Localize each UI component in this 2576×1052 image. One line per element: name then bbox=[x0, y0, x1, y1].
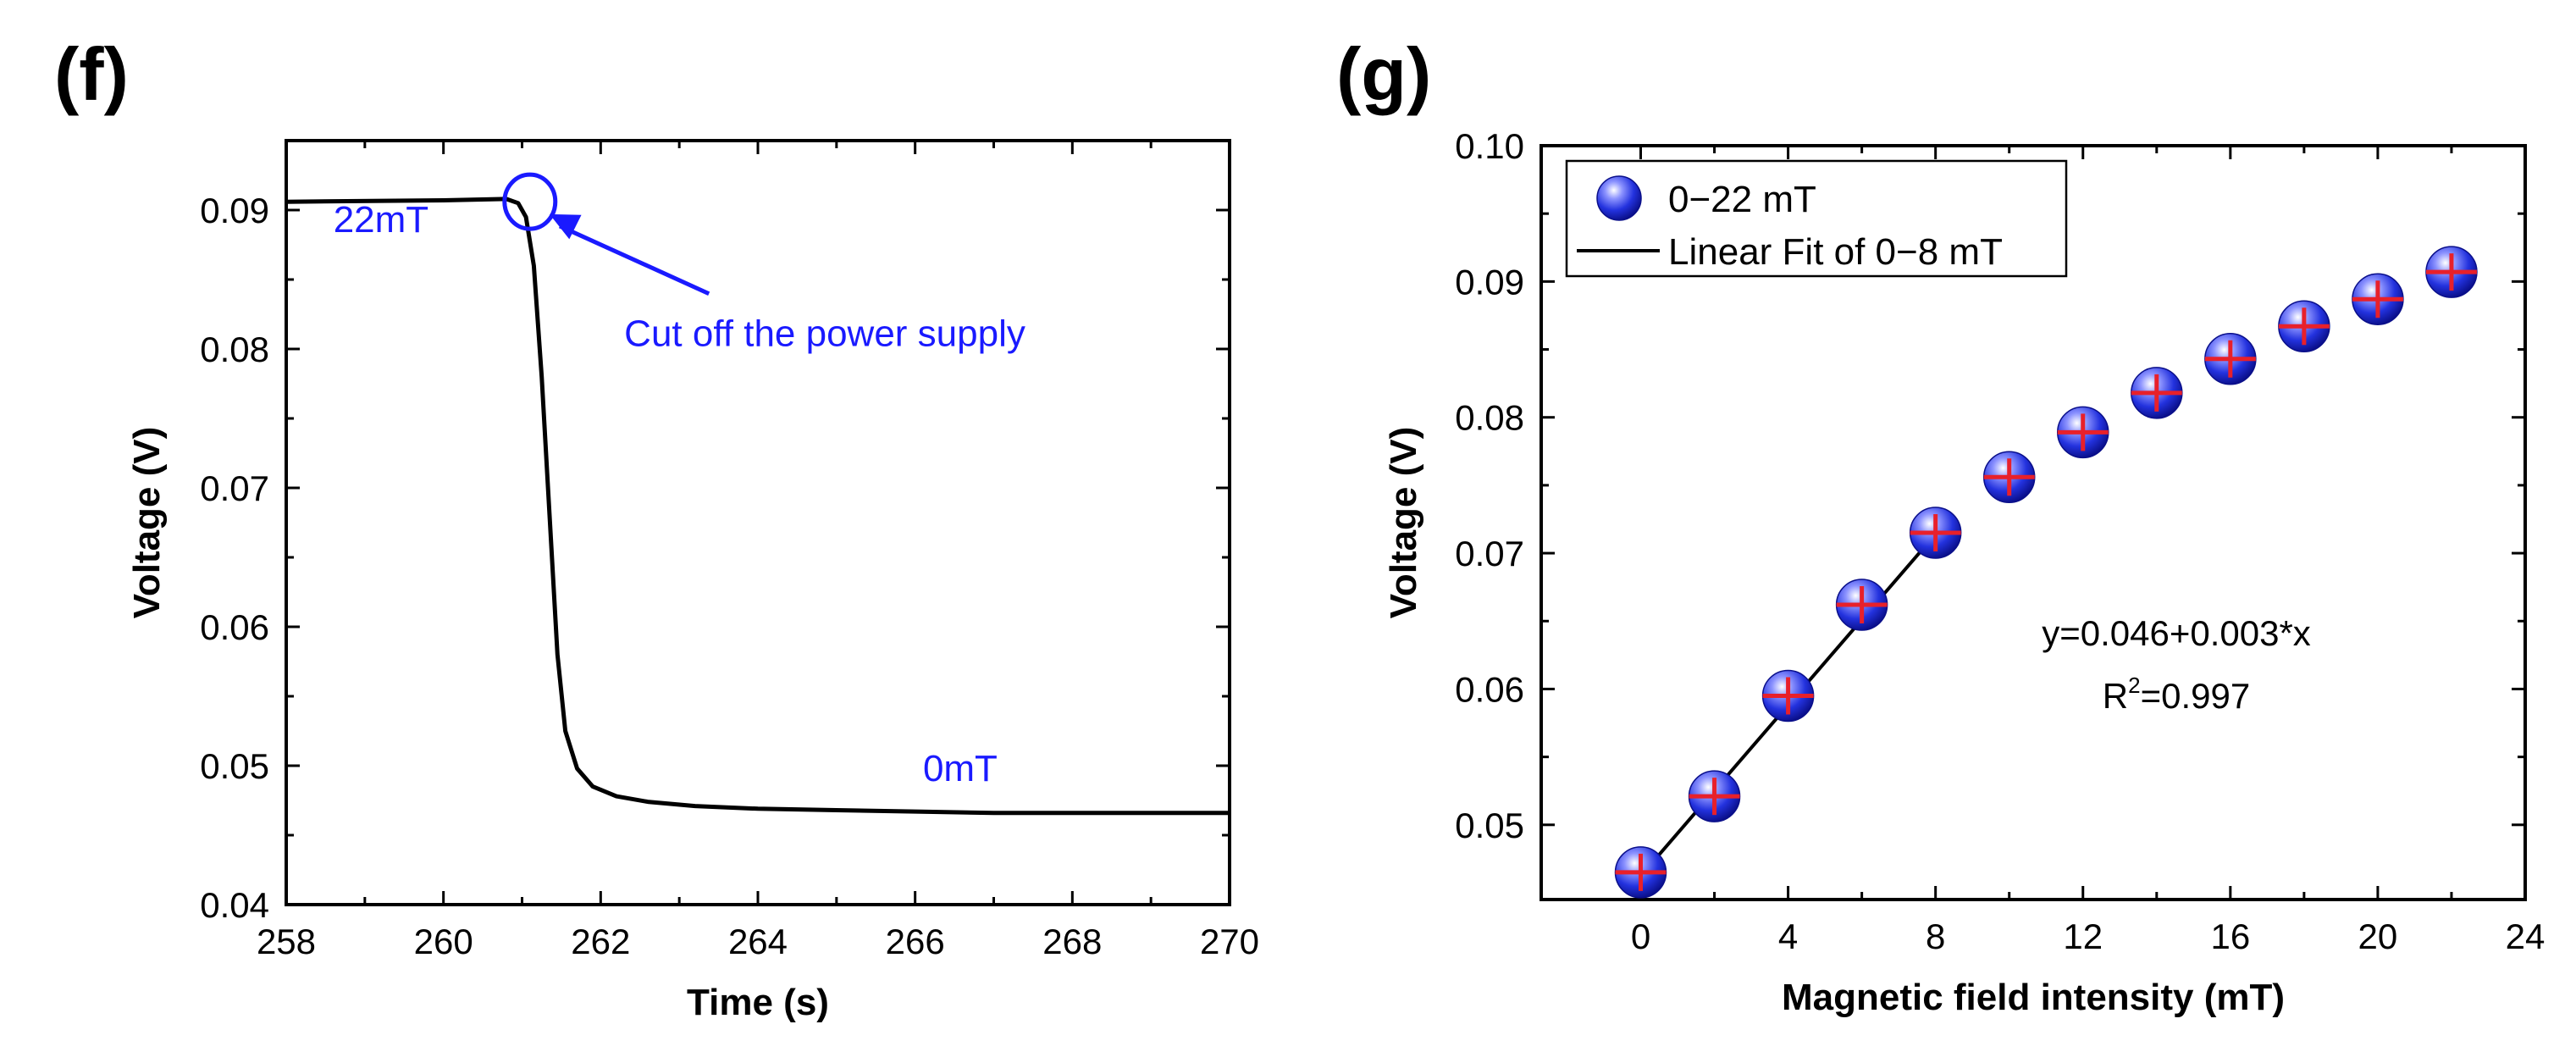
panel-label: (g) bbox=[1336, 32, 1431, 116]
y-tick-label: 0.09 bbox=[200, 191, 269, 230]
y-tick-label: 0.05 bbox=[200, 746, 269, 786]
legend-box bbox=[1565, 159, 2068, 278]
annotation-arrow-head bbox=[549, 213, 582, 240]
y-tick-label: 0.07 bbox=[200, 468, 269, 508]
y-tick-label: 0.10 bbox=[1455, 126, 1524, 166]
x-tick-label: 4 bbox=[1778, 916, 1798, 956]
y-axis-title: Voltage (V) bbox=[1383, 427, 1424, 619]
y-tick-label: 0.07 bbox=[1455, 534, 1524, 573]
x-tick-label: 12 bbox=[2063, 916, 2103, 956]
legend-marker bbox=[1596, 175, 1642, 221]
plot-frame bbox=[1540, 144, 2527, 901]
highlight-circle bbox=[502, 172, 558, 231]
x-tick-label: 20 bbox=[2358, 916, 2398, 956]
x-axis-title: Magnetic field intensity (mT) bbox=[1782, 977, 2285, 1018]
x-axis-title: Time (s) bbox=[687, 982, 829, 1023]
legend-label-data: 0−22 mT bbox=[1668, 179, 1816, 220]
x-tick-label: 16 bbox=[2210, 916, 2250, 956]
y-tick-label: 0.08 bbox=[200, 329, 269, 369]
annotation-label: 0mT bbox=[923, 748, 998, 789]
x-tick-label: 258 bbox=[257, 922, 316, 961]
x-tick-label: 260 bbox=[414, 922, 473, 961]
annotation-label: Cut off the power supply bbox=[624, 313, 1025, 355]
y-tick-label: 0.08 bbox=[1455, 398, 1524, 438]
x-tick-label: 0 bbox=[1631, 916, 1650, 956]
annotation-arrow-shaft bbox=[558, 224, 710, 296]
series-line-voltage bbox=[285, 197, 1230, 816]
x-tick-label: 270 bbox=[1200, 922, 1259, 961]
r2-symbol: R bbox=[2103, 676, 2128, 716]
r2-value: =0.997 bbox=[2141, 676, 2251, 716]
fit-r2: R2=0.997 bbox=[2103, 673, 2250, 716]
x-tick-label: 262 bbox=[571, 922, 630, 961]
x-tick-label: 24 bbox=[2506, 916, 2546, 956]
y-tick-label: 0.06 bbox=[1455, 669, 1524, 709]
y-tick-label: 0.04 bbox=[200, 885, 269, 925]
r2-exponent: 2 bbox=[2128, 673, 2140, 698]
y-tick-label: 0.06 bbox=[200, 607, 269, 647]
y-tick-label: 0.09 bbox=[1455, 262, 1524, 302]
x-tick-label: 266 bbox=[886, 922, 945, 961]
panel-label: (f) bbox=[54, 32, 129, 116]
fit-equation: y=0.046+0.003*x bbox=[2042, 613, 2311, 653]
plot-frame bbox=[285, 139, 1231, 906]
x-tick-label: 264 bbox=[728, 922, 788, 961]
y-tick-label: 0.05 bbox=[1455, 806, 1524, 845]
legend-label-fit: Linear Fit of 0−8 mT bbox=[1668, 231, 2003, 273]
y-axis-title: Voltage (V) bbox=[126, 427, 168, 619]
annotation-label: 22mT bbox=[334, 199, 428, 241]
x-tick-label: 8 bbox=[1926, 916, 1945, 956]
x-tick-label: 268 bbox=[1042, 922, 1102, 961]
